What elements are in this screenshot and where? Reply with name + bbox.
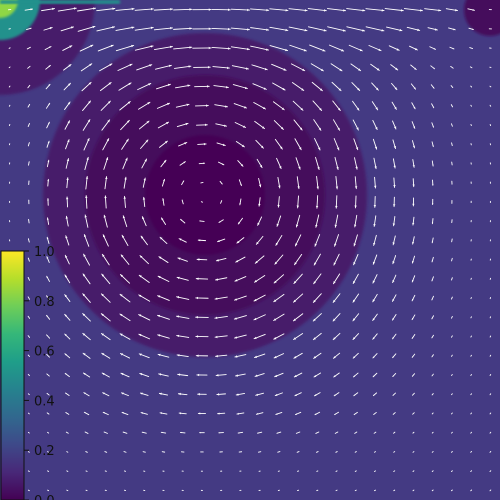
quiver-arrow [67, 490, 68, 491]
colorbar-tick-label: 1.0 [34, 245, 55, 260]
quiver-arrow [490, 490, 491, 491]
quiver-arrow [374, 490, 375, 491]
quiver-arrow [336, 471, 337, 472]
quiver-arrow [9, 105, 10, 106]
quiver-arrow [143, 452, 145, 453]
quiver-arrow [471, 471, 472, 472]
quiver-arrow [355, 490, 356, 491]
quiver-arrow [355, 452, 356, 453]
quiver-arrow [9, 86, 10, 87]
quiver-arrow [471, 451, 472, 452]
quiver-arrow [201, 202, 202, 203]
contour-lid-strip [0, 0, 120, 4]
contour-band-core [145, 135, 265, 255]
quiver-arrow [471, 375, 472, 376]
quiver-arrow [432, 471, 433, 472]
quiver-arrow [48, 432, 49, 433]
quiver-arrow [471, 432, 472, 433]
quiver-arrow [413, 471, 414, 472]
quiver-arrow [374, 452, 375, 453]
quiver-arrow [394, 452, 395, 453]
quiver-arrow [355, 471, 356, 472]
quiver-arrow [48, 490, 49, 491]
quiver-arrow [28, 490, 29, 491]
quiver-arrow [67, 452, 68, 453]
quiver-arrow [452, 394, 453, 395]
colorbar-tick-label: 0.8 [34, 295, 55, 310]
quiver-arrow [490, 105, 491, 106]
quiver-arrow [394, 471, 395, 472]
quiver-arrow [452, 239, 453, 242]
quiver-arrow [124, 452, 126, 453]
quiver-arrow [374, 471, 375, 472]
colorbar-gradient [1, 251, 24, 500]
quiver-arrow [490, 413, 491, 414]
quiver-arrow [490, 451, 491, 452]
colorbar-tick-label: 0.0 [34, 494, 55, 500]
quiver-arrow [48, 471, 49, 472]
quiver-arrow [490, 355, 491, 356]
quiver-arrow [490, 471, 491, 472]
quiver-arrow [432, 452, 433, 453]
quiver-arrow [278, 452, 280, 453]
quiver-arrow [28, 200, 29, 204]
quiver-arrow [452, 375, 453, 376]
quiver-arrow [201, 182, 203, 183]
quiver-arrow [28, 413, 29, 414]
quiver-arrow [490, 86, 491, 87]
colorbar-tick-label: 0.2 [34, 444, 55, 459]
quiver-arrow [490, 394, 491, 395]
quiver-arrow [451, 452, 452, 453]
quiver-arrow [490, 432, 491, 433]
quiver-arrow [28, 432, 29, 433]
quiver-arrow [471, 336, 472, 337]
colorbar-tick-label: 0.4 [34, 394, 55, 409]
quiver-arrow [452, 432, 453, 433]
quiver-arrow [413, 452, 414, 453]
quiver-arrow [451, 471, 452, 472]
quiver-arrow [471, 317, 472, 318]
quiver-arrow [471, 355, 472, 356]
quiver-arrow [432, 490, 433, 491]
quiver-arrow [471, 413, 472, 414]
colorbar-tick-label: 0.6 [34, 345, 55, 360]
quiver-arrow [413, 490, 414, 491]
quiver-arrow [9, 67, 10, 68]
quiver-arrow [28, 452, 29, 453]
quiver-arrow [452, 413, 453, 414]
quiver-arrow [258, 452, 260, 453]
quiver-arrow [28, 471, 29, 472]
quiver-arrow [471, 490, 472, 491]
quiver-arrow [67, 471, 68, 472]
quiver-arrow [490, 374, 491, 375]
quiver-arrow [471, 105, 472, 106]
quiver-arrow [451, 490, 452, 491]
quiver-arrow [432, 432, 433, 433]
quiver-arrow [471, 394, 472, 395]
quiver-arrow [394, 490, 395, 491]
quiver-arrow [9, 48, 10, 49]
quiver-arrow [490, 336, 491, 337]
